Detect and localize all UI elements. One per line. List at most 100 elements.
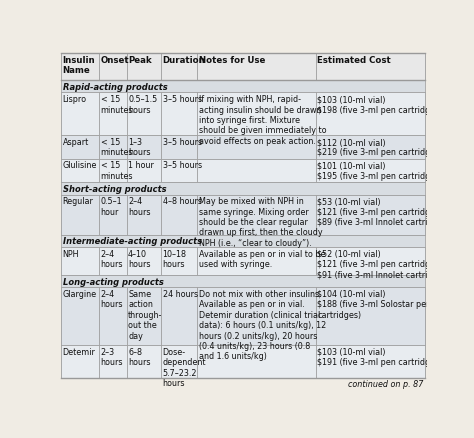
Bar	[61, 288, 99, 345]
Text: 2–4
hours: 2–4 hours	[128, 197, 151, 216]
Text: < 15
minutes: < 15 minutes	[101, 161, 133, 180]
Bar	[161, 247, 198, 276]
Text: Lispro: Lispro	[63, 95, 87, 104]
Bar	[61, 247, 425, 276]
Text: Dose-
dependent
5.7–23.2
hours: Dose- dependent 5.7–23.2 hours	[163, 347, 206, 387]
Text: < 15
minutes: < 15 minutes	[101, 95, 133, 114]
Text: 0.5–1
hour: 0.5–1 hour	[101, 197, 122, 216]
Text: $52 (10-ml vial)
$121 (five 3-ml pen cartridges)
$91 (five 3-ml Innolet cartridg: $52 (10-ml vial) $121 (five 3-ml pen car…	[317, 249, 450, 279]
Text: 10–18
hours: 10–18 hours	[163, 249, 187, 268]
Bar	[316, 54, 425, 81]
Text: Same
action
through-
out the
day: Same action through- out the day	[128, 290, 163, 340]
Text: 6–8
hours: 6–8 hours	[128, 347, 151, 366]
Bar	[198, 54, 316, 81]
Bar	[61, 93, 99, 136]
Bar	[61, 195, 425, 235]
Bar	[127, 136, 161, 159]
Text: 3–5 hours: 3–5 hours	[163, 95, 202, 104]
Bar	[161, 195, 198, 235]
Bar	[198, 195, 316, 235]
Bar	[198, 136, 316, 159]
Bar	[61, 345, 99, 378]
Text: 24 hours: 24 hours	[163, 290, 198, 298]
Text: Short-acting products: Short-acting products	[63, 184, 166, 194]
Text: Notes for Use: Notes for Use	[199, 56, 265, 65]
Bar	[61, 136, 99, 159]
Bar	[316, 345, 425, 378]
Text: Available as pen or in vial to be
used with syringe.: Available as pen or in vial to be used w…	[199, 249, 326, 268]
Bar	[161, 93, 198, 136]
Text: < 15
minutes: < 15 minutes	[101, 138, 133, 157]
Bar	[198, 159, 316, 183]
Bar	[161, 136, 198, 159]
Bar	[161, 345, 198, 378]
Text: If mixing with NPH, rapid-
acting insulin should be drawn
into syringe first. Mi: If mixing with NPH, rapid- acting insuli…	[199, 95, 327, 145]
Bar	[316, 93, 425, 136]
Text: 1–3
hours: 1–3 hours	[128, 138, 151, 157]
Text: NPH: NPH	[63, 249, 79, 258]
Bar	[316, 159, 425, 183]
Text: Intermediate-acting products: Intermediate-acting products	[63, 237, 201, 246]
Bar	[198, 288, 316, 345]
Bar	[61, 247, 99, 276]
Text: 3–5 hours: 3–5 hours	[163, 161, 202, 170]
Text: Onset: Onset	[101, 56, 129, 65]
Bar	[198, 345, 316, 378]
Bar	[316, 136, 425, 159]
Text: continued on p. 87: continued on p. 87	[348, 379, 423, 388]
Bar	[99, 247, 127, 276]
Bar	[61, 136, 425, 159]
Bar	[127, 288, 161, 345]
Bar	[316, 195, 425, 235]
Bar	[61, 195, 99, 235]
Text: May be mixed with NPH in
same syringe. Mixing order
should be the clear regular
: May be mixed with NPH in same syringe. M…	[199, 197, 323, 247]
Bar	[99, 93, 127, 136]
Bar	[127, 195, 161, 235]
Text: Duration: Duration	[163, 56, 205, 65]
Text: $104 (10-ml vial)
$188 (five 3-ml Solostar pen
cartridges): $104 (10-ml vial) $188 (five 3-ml Solost…	[317, 290, 431, 319]
Bar	[99, 159, 127, 183]
Text: $103 (10-ml vial)
$198 (five 3-ml pen cartridges): $103 (10-ml vial) $198 (five 3-ml pen ca…	[317, 95, 443, 114]
Bar	[61, 159, 99, 183]
Bar	[161, 159, 198, 183]
Bar	[99, 288, 127, 345]
Bar	[61, 345, 425, 378]
Text: 0.5–1.5
hours: 0.5–1.5 hours	[128, 95, 157, 114]
Text: $53 (10-ml vial)
$121 (five 3-ml pen cartridges)
$89 (five 3-ml Innolet cartridg: $53 (10-ml vial) $121 (five 3-ml pen car…	[317, 197, 450, 226]
Bar	[127, 159, 161, 183]
Text: Aspart: Aspart	[63, 138, 89, 147]
Bar	[61, 159, 425, 183]
Text: Glargine: Glargine	[63, 290, 97, 298]
Text: Regular: Regular	[63, 197, 93, 206]
Text: 4–8 hours: 4–8 hours	[163, 197, 201, 206]
Bar	[198, 247, 316, 276]
Text: 2–4
hours: 2–4 hours	[101, 290, 123, 309]
Text: Rapid-acting products: Rapid-acting products	[63, 83, 167, 92]
Bar	[161, 54, 198, 81]
Bar	[61, 276, 425, 288]
Bar	[61, 54, 425, 81]
Bar	[61, 54, 99, 81]
Bar	[316, 288, 425, 345]
Bar	[161, 288, 198, 345]
Text: Estimated Cost: Estimated Cost	[317, 56, 391, 65]
Bar	[127, 93, 161, 136]
Bar	[127, 54, 161, 81]
Bar	[99, 136, 127, 159]
Bar	[61, 235, 425, 247]
Text: 4–10
hours: 4–10 hours	[128, 249, 151, 268]
Text: Glulisine: Glulisine	[63, 161, 97, 170]
Bar	[99, 345, 127, 378]
Text: Insulin
Name: Insulin Name	[63, 56, 95, 75]
Bar	[127, 345, 161, 378]
Text: 1 hour: 1 hour	[128, 161, 154, 170]
Text: 3–5 hours: 3–5 hours	[163, 138, 202, 147]
Bar	[61, 288, 425, 345]
Bar	[99, 54, 127, 81]
Text: Do not mix with other insulins.
Available as pen or in vial.
Detemir duration (c: Do not mix with other insulins. Availabl…	[199, 290, 326, 360]
Bar	[316, 247, 425, 276]
Bar	[61, 81, 425, 93]
Text: $101 (10-ml vial)
$195 (five 3-ml pen cartridges): $101 (10-ml vial) $195 (five 3-ml pen ca…	[317, 161, 443, 180]
Text: $112 (10-ml vial)
$219 (five 3-ml pen cartridges): $112 (10-ml vial) $219 (five 3-ml pen ca…	[317, 138, 443, 157]
Text: Detemir: Detemir	[63, 347, 95, 356]
